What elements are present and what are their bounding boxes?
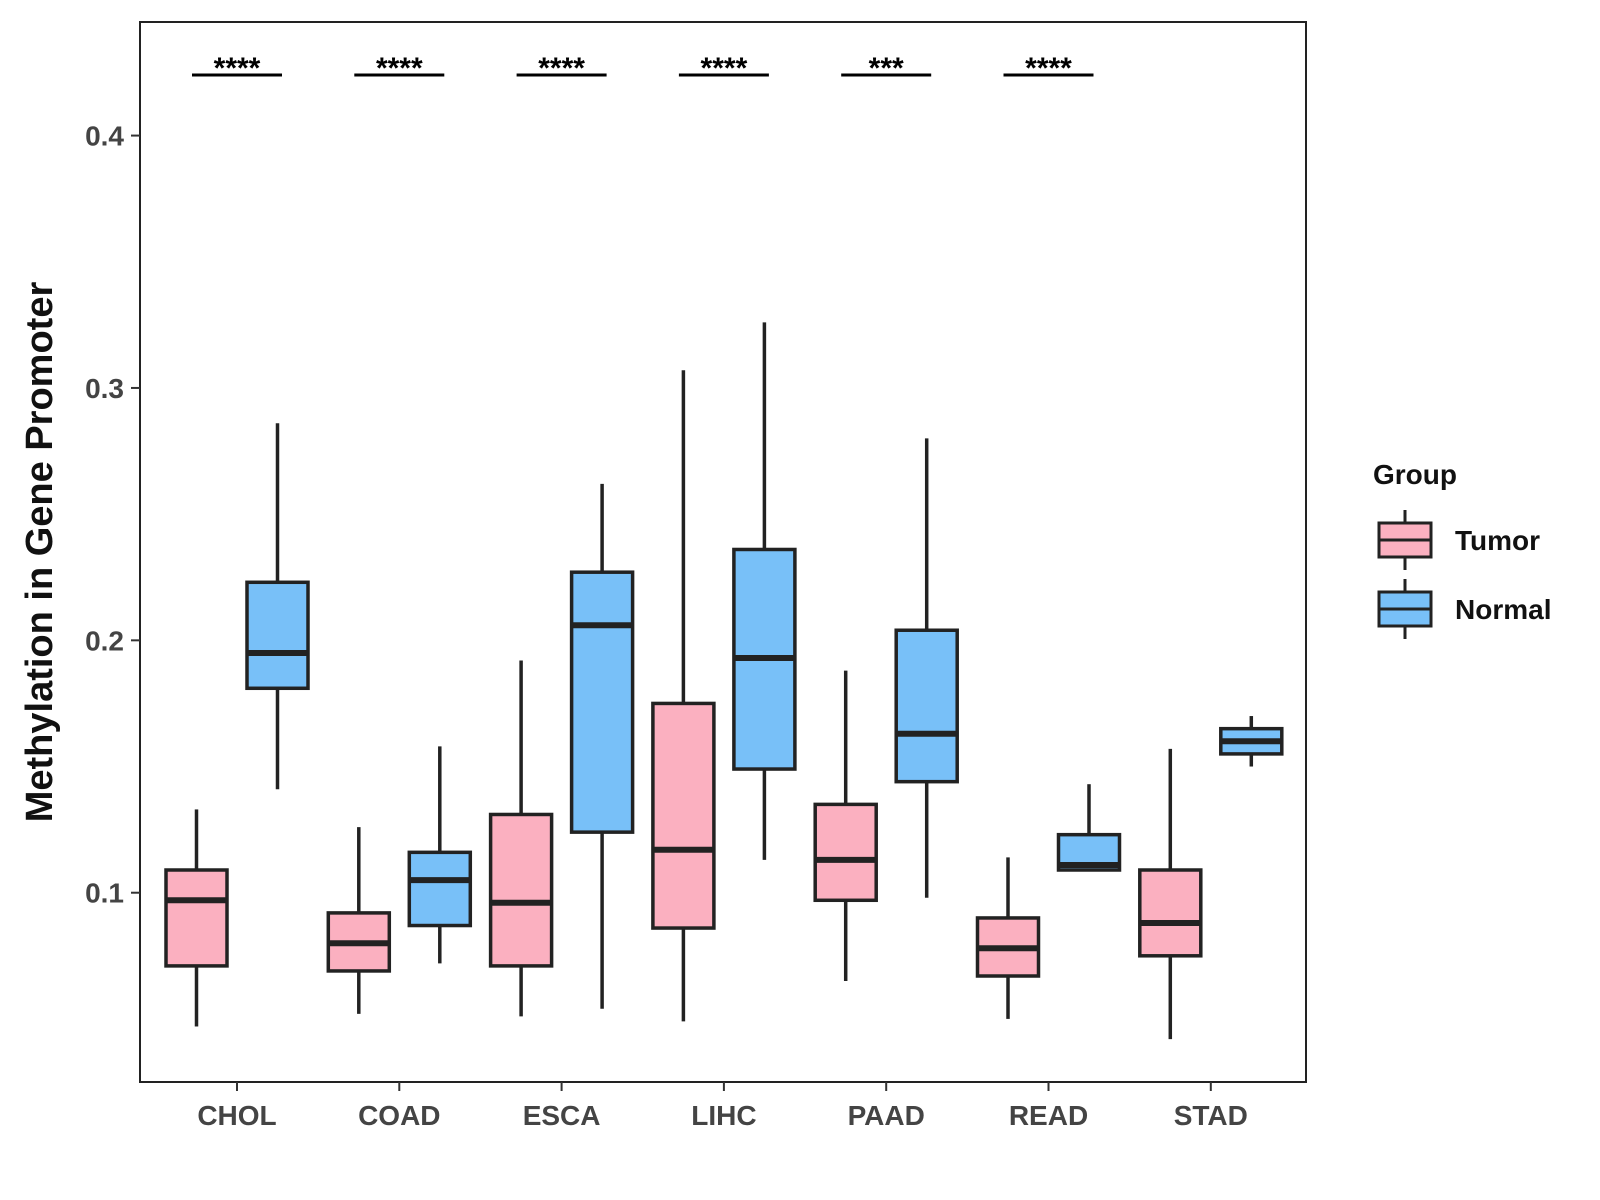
box-normal-read — [1056, 784, 1122, 872]
plot-border — [139, 21, 1307, 1083]
x-tick-label: READ — [1009, 1100, 1088, 1131]
box-normal-stad — [1219, 716, 1284, 767]
box-iqr — [894, 628, 959, 784]
x-tick-label: LIHC — [691, 1100, 756, 1131]
box-iqr — [245, 580, 310, 691]
significance-label: **** — [538, 52, 585, 85]
significance-label: **** — [214, 52, 261, 85]
box-tumor-stad — [1138, 748, 1203, 1040]
x-tick-label: ESCA — [523, 1100, 601, 1131]
box-tumor-esca — [488, 660, 554, 1017]
box-iqr — [407, 850, 473, 928]
box-tumor-coad — [326, 827, 392, 1014]
y-tick-label: 0.2 — [85, 625, 124, 656]
x-tick-label: CHOL — [197, 1100, 276, 1131]
box-iqr — [569, 570, 635, 834]
significance-label: *** — [869, 52, 904, 85]
box-normal-paad — [894, 438, 959, 898]
significance-label: **** — [1025, 52, 1072, 85]
box-normal-esca — [569, 483, 635, 1009]
box-normal-chol — [245, 423, 310, 790]
box-iqr — [1138, 868, 1203, 958]
legend-title: Group — [1373, 459, 1457, 490]
box-tumor-chol — [164, 809, 229, 1027]
legend-label: Normal — [1455, 594, 1551, 625]
x-tick-label: COAD — [358, 1100, 440, 1131]
box-tumor-lihc — [651, 370, 716, 1022]
x-tick-label: PAAD — [848, 1100, 925, 1131]
significance-label: **** — [376, 52, 423, 85]
legend-item-tumor: Tumor — [1377, 510, 1540, 570]
box-iqr — [813, 802, 878, 903]
y-tick-label: 0.4 — [85, 121, 124, 152]
legend-label: Tumor — [1455, 525, 1540, 556]
box-tumor-read — [975, 857, 1041, 1019]
box-iqr — [164, 868, 229, 968]
axes: 0.1 0.2 0.3 0.4 CHOL COAD ESCA LIHC PAAD READ STAD — [85, 21, 1307, 1131]
y-tick-label: 0.3 — [85, 373, 124, 404]
box-normal-lihc — [732, 322, 797, 860]
box-iqr — [488, 812, 554, 968]
box-normal-coad — [407, 746, 473, 964]
legend: Group Tumor Normal — [1373, 459, 1551, 639]
significance-label: **** — [701, 52, 748, 85]
box-tumor-paad — [813, 670, 878, 982]
legend-item-normal: Normal — [1377, 579, 1551, 639]
x-tick-label: STAD — [1174, 1100, 1248, 1131]
box-iqr — [651, 701, 716, 930]
y-axis-label: Methylation in Gene Promoter — [19, 282, 61, 823]
y-tick-label: 0.1 — [85, 878, 124, 909]
plot-area: **** **** **** **** *** **** — [164, 52, 1284, 1040]
